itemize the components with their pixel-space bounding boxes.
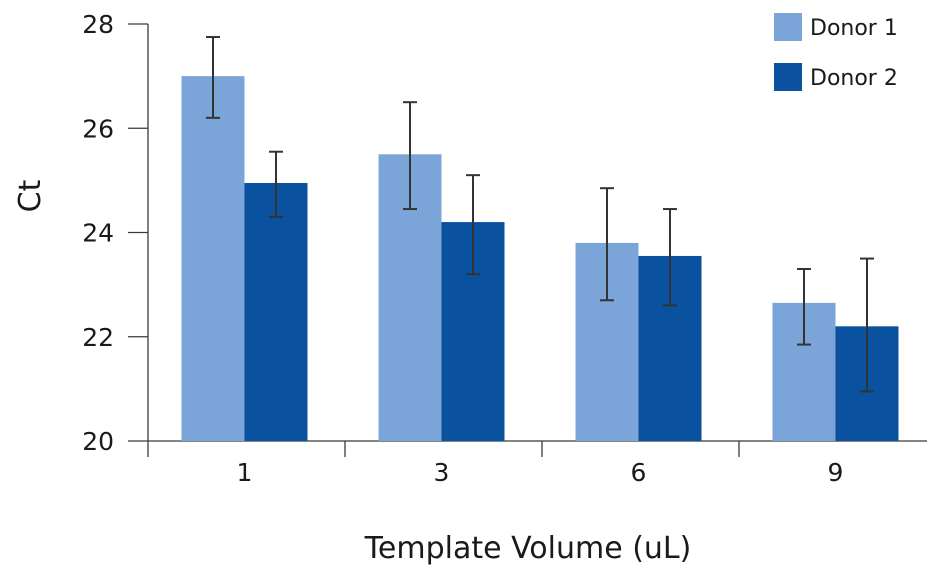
legend-swatch-2 (774, 63, 802, 91)
bars-area (181, 76, 899, 441)
x-tick-label: 9 (828, 458, 844, 487)
x-axis-title: Template Volume (uL) (364, 531, 692, 565)
legend-label-1: Donor 1 (810, 16, 898, 41)
y-tick-label: 22 (82, 323, 114, 352)
x-axis: 1 3 6 9 (147, 440, 927, 487)
legend: Donor 1 Donor 2 (774, 13, 898, 91)
y-tick-label: 28 (82, 10, 114, 39)
y-tick-label: 20 (82, 427, 114, 456)
x-tick-label: 3 (434, 458, 450, 487)
y-tick-label: 26 (82, 114, 114, 143)
bar-donor-2-1 (244, 182, 308, 441)
error-bars (206, 36, 874, 393)
x-tick-label: 1 (237, 458, 253, 487)
y-tick-label: 24 (82, 219, 114, 248)
y-axis-title: Ct (13, 179, 48, 212)
legend-swatch-1 (774, 13, 802, 41)
x-tick-label: 6 (631, 458, 647, 487)
y-axis: 20 22 24 26 28 (82, 10, 149, 456)
bar-donor-1-1 (181, 76, 245, 441)
legend-label-2: Donor 2 (810, 66, 898, 91)
